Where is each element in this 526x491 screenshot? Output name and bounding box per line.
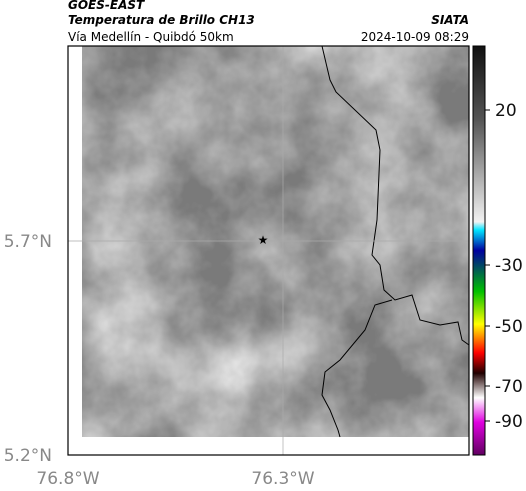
source: GOES-EAST bbox=[68, 0, 145, 12]
region: Vía Medellín - Quibdó 50km bbox=[68, 30, 234, 44]
colorbar-label: -90 bbox=[495, 412, 523, 432]
border bbox=[321, 45, 470, 346]
colorbar bbox=[472, 45, 486, 456]
lon-label: 76.8°W bbox=[36, 469, 99, 489]
lon-label: 76.3°W bbox=[251, 469, 314, 489]
product: Temperatura de Brillo CH13 bbox=[68, 13, 255, 27]
map-frame bbox=[67, 45, 470, 456]
cloud-texture bbox=[82, 46, 469, 437]
colorbar-ticks bbox=[485, 109, 490, 422]
colorbar-label: -30 bbox=[495, 256, 523, 276]
map: ★ bbox=[67, 45, 470, 456]
border bbox=[321, 299, 393, 438]
agency: SIATA bbox=[431, 13, 469, 27]
colorbar-label: 20 bbox=[495, 101, 517, 121]
lat-label: 5.7°N bbox=[4, 232, 52, 252]
colorbar-label: -70 bbox=[495, 377, 523, 397]
lat-label: 5.2°N bbox=[4, 446, 52, 466]
timestamp: 2024-10-09 08:29 bbox=[361, 30, 469, 44]
marker: ★ bbox=[258, 233, 269, 247]
colorbar-label: -50 bbox=[495, 317, 523, 337]
